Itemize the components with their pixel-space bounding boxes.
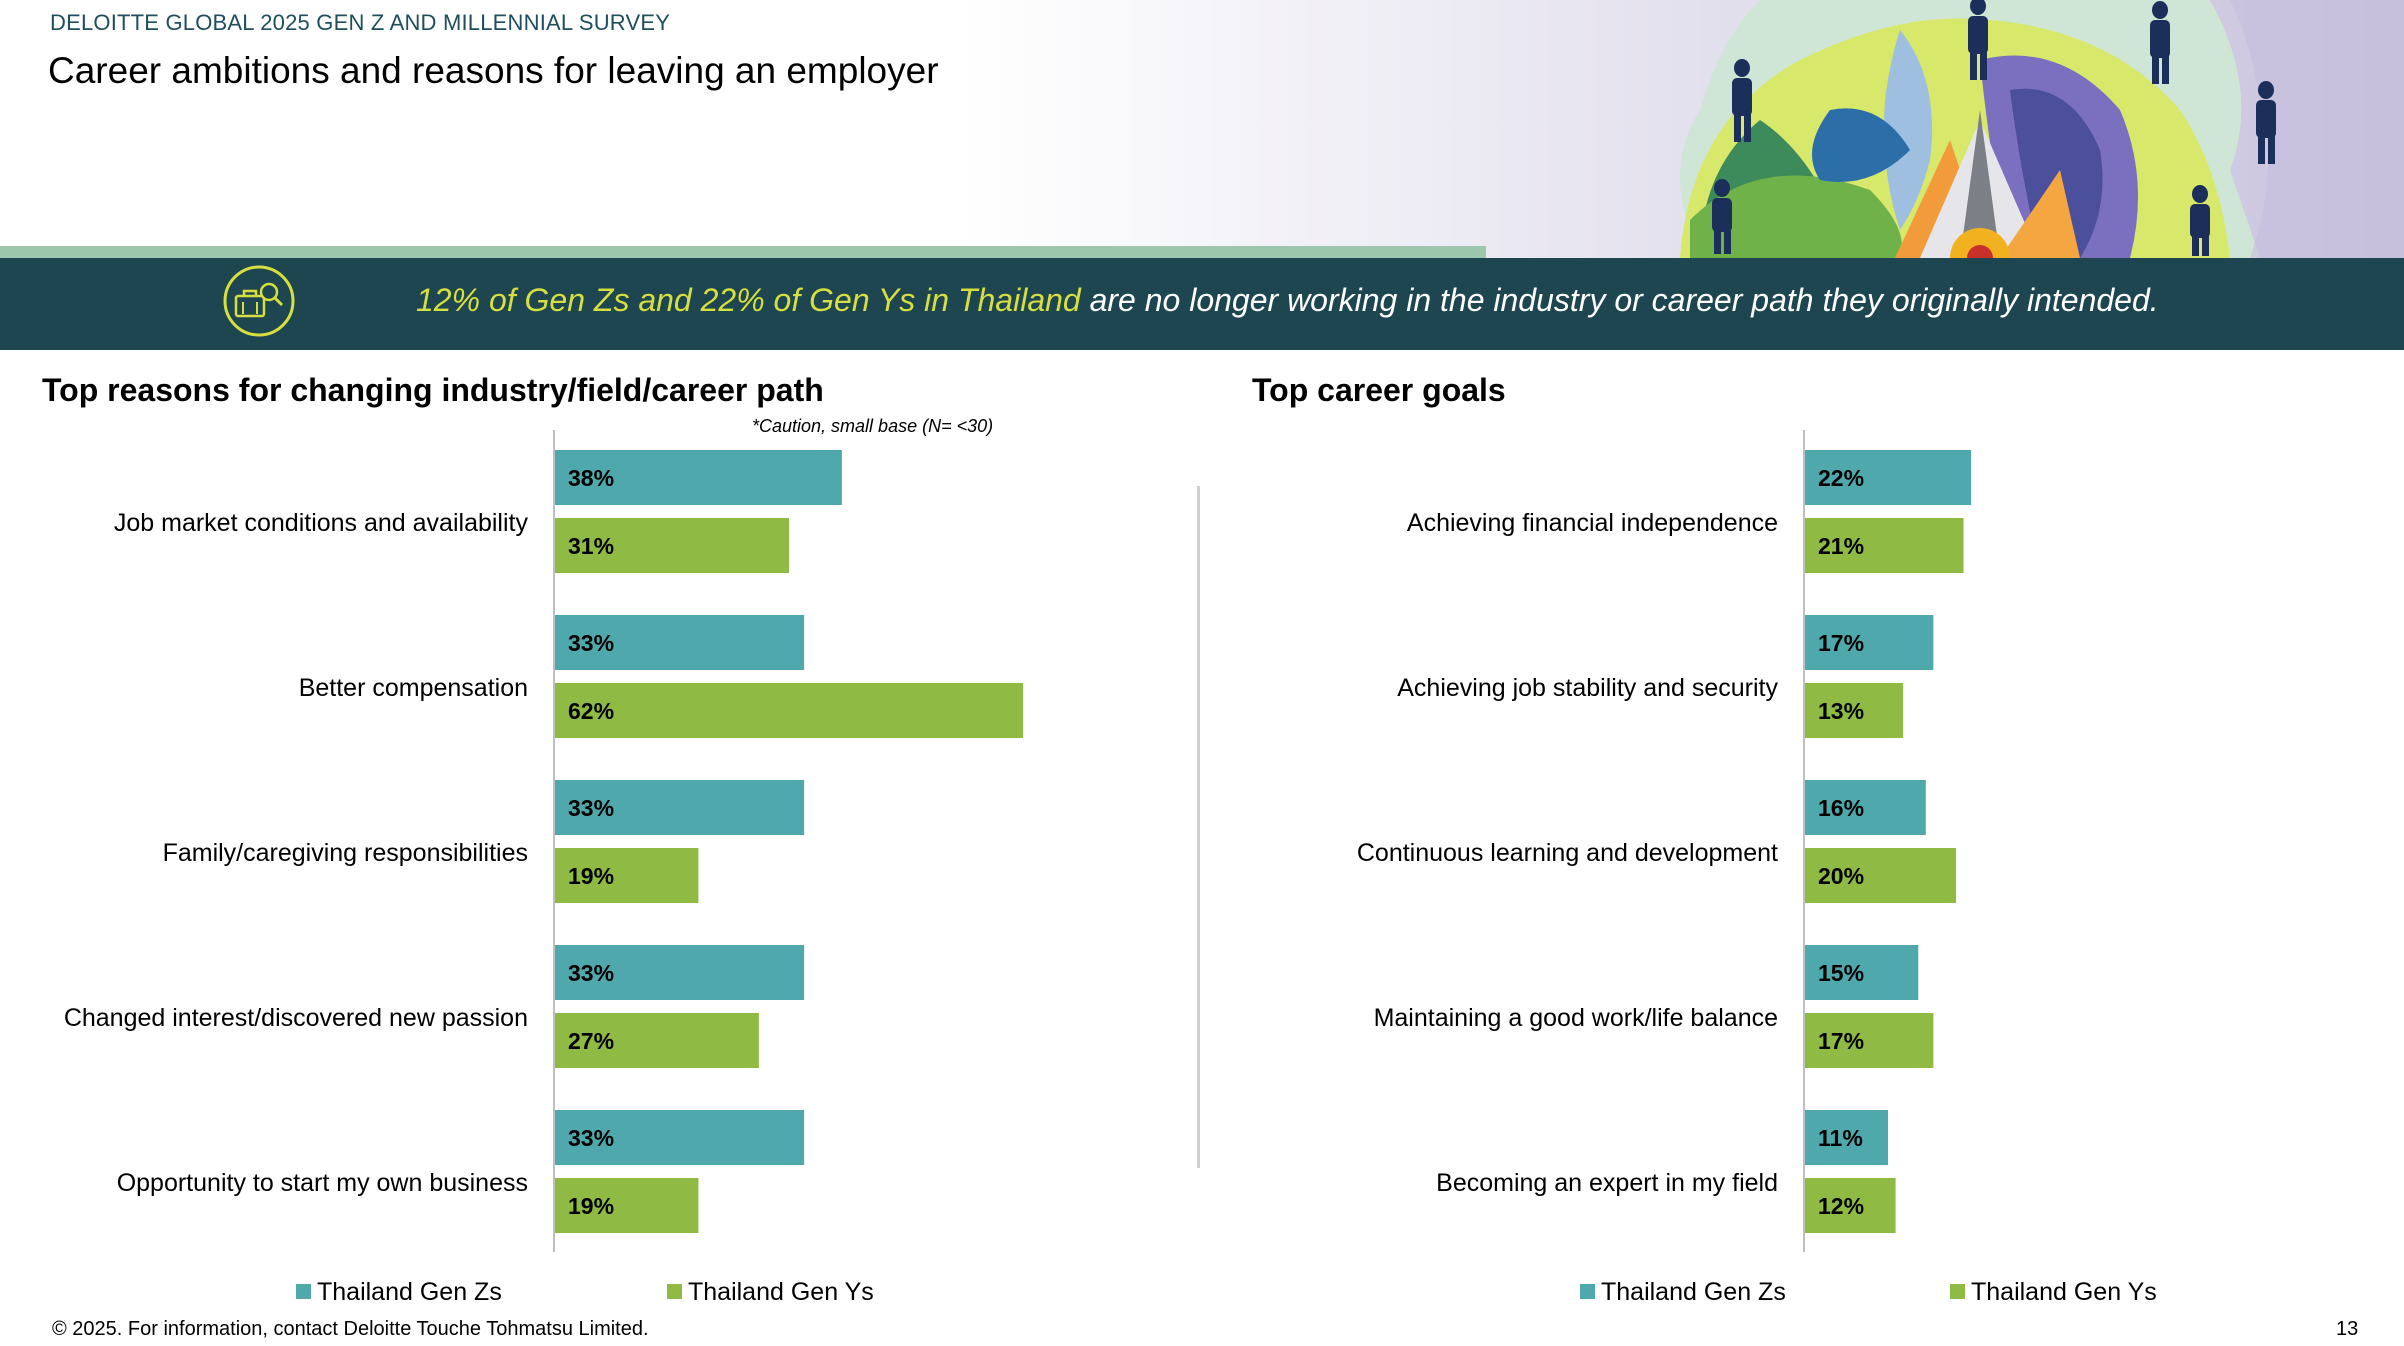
bar-gen-y — [555, 518, 790, 573]
data-label: 19% — [568, 863, 614, 889]
data-label: 15% — [1818, 960, 1864, 986]
legend-label: Thailand Gen Ys — [1971, 1278, 2157, 1306]
left-legend-gen-y: Thailand Gen Ys — [667, 1278, 874, 1307]
category-label: Maintaining a good work/life balance — [1374, 1004, 1778, 1032]
bar-gen-z — [555, 780, 805, 835]
category-label: Achieving job stability and security — [1397, 674, 1778, 702]
key-finding-text: 12% of Gen Zs and 22% of Gen Ys in Thail… — [416, 282, 2159, 319]
data-label: 31% — [568, 533, 614, 559]
footer-copyright: © 2025. For information, contact Deloitt… — [52, 1318, 649, 1340]
bar-gen-y — [1805, 683, 1904, 738]
bar-gen-z — [555, 945, 805, 1000]
data-label: 33% — [568, 960, 614, 986]
data-label: 13% — [1818, 698, 1864, 724]
data-label: 38% — [568, 465, 614, 491]
panel-divider — [1197, 486, 1200, 1168]
category-label: Family/caregiving responsibilities — [163, 839, 528, 867]
key-finding-banner — [0, 258, 2404, 350]
reasons-bar-chart: Job market conditions and availability 38… — [64, 430, 1024, 1252]
data-label: 16% — [1818, 795, 1864, 821]
right-legend-gen-z: Thailand Gen Zs — [1580, 1278, 1786, 1307]
right-chart-title: Top career goals — [1252, 372, 1506, 408]
bar-gen-y — [555, 848, 699, 903]
bar-gen-z — [1805, 780, 1926, 835]
data-label: 12% — [1818, 1193, 1864, 1219]
bar-gen-y — [1805, 848, 1956, 903]
bar-gen-z — [1805, 615, 1934, 670]
gen-z-swatch — [296, 1284, 311, 1299]
data-label: 21% — [1818, 533, 1864, 559]
left-legend-gen-z: Thailand Gen Zs — [296, 1278, 502, 1307]
career-goals-bar-chart: Achieving financial independence 22% 21% Ac… — [1357, 430, 1972, 1252]
caution-note: *Caution, small base (N= <30) — [752, 416, 994, 436]
data-label: 17% — [1818, 1028, 1864, 1054]
illustration-shapes — [1680, 0, 2404, 258]
data-label: 22% — [1818, 465, 1864, 491]
gen-z-swatch — [1580, 1284, 1595, 1299]
bar-gen-y — [1805, 1013, 1934, 1068]
right-legend-gen-y: Thailand Gen Ys — [1950, 1278, 2157, 1307]
data-label: 20% — [1818, 863, 1864, 889]
left-chart-title: Top reasons for changing industry/field/… — [42, 372, 824, 408]
bar-gen-y — [1805, 1178, 1896, 1233]
key-finding-rest: are no longer working in the industry or… — [1080, 282, 2159, 318]
bar-gen-z — [555, 1110, 805, 1165]
category-label: Opportunity to start my own business — [117, 1169, 528, 1197]
bar-gen-y — [555, 1178, 699, 1233]
category-label: Changed interest/discovered new passion — [64, 1004, 528, 1032]
key-finding-highlight: 12% of Gen Zs and 22% of Gen Ys in Thail… — [416, 282, 1081, 318]
bar-gen-y — [555, 1013, 759, 1068]
data-label: 62% — [568, 698, 614, 724]
data-label: 17% — [1818, 630, 1864, 656]
briefcase-search-icon — [223, 265, 295, 337]
header-illustration — [0, 0, 2404, 258]
category-label: Becoming an expert in my field — [1436, 1169, 1778, 1197]
legend-label: Thailand Gen Ys — [688, 1278, 874, 1306]
bar-gen-z — [555, 450, 842, 505]
survey-label: DELOITTE GLOBAL 2025 GEN Z AND MILLENNIA… — [50, 10, 671, 35]
data-label: 33% — [568, 795, 614, 821]
page-title: Career ambitions and reasons for leaving… — [48, 50, 939, 91]
data-label: 33% — [568, 1125, 614, 1151]
legend-label: Thailand Gen Zs — [317, 1278, 502, 1306]
bar-gen-z — [555, 615, 805, 670]
bar-gen-z — [1805, 945, 1919, 1000]
data-label: 11% — [1818, 1125, 1863, 1151]
gen-y-swatch — [667, 1284, 682, 1299]
category-label: Achieving financial independence — [1407, 509, 1778, 537]
bar-gen-z — [1805, 450, 1972, 505]
category-label: Job market conditions and availability — [114, 509, 529, 537]
category-label: Better compensation — [299, 674, 528, 702]
person-figures — [1712, 0, 2276, 256]
bar-gen-z — [1805, 1110, 1889, 1165]
page-number: 13 — [2336, 1318, 2359, 1340]
data-label: 33% — [568, 630, 614, 656]
bar-gen-y — [1805, 518, 1964, 573]
bar-gen-y — [555, 683, 1024, 738]
gen-y-swatch — [1950, 1284, 1965, 1299]
data-label: 27% — [568, 1028, 614, 1054]
category-label: Continuous learning and development — [1357, 839, 1778, 867]
data-label: 19% — [568, 1193, 614, 1219]
legend-label: Thailand Gen Zs — [1601, 1278, 1786, 1306]
